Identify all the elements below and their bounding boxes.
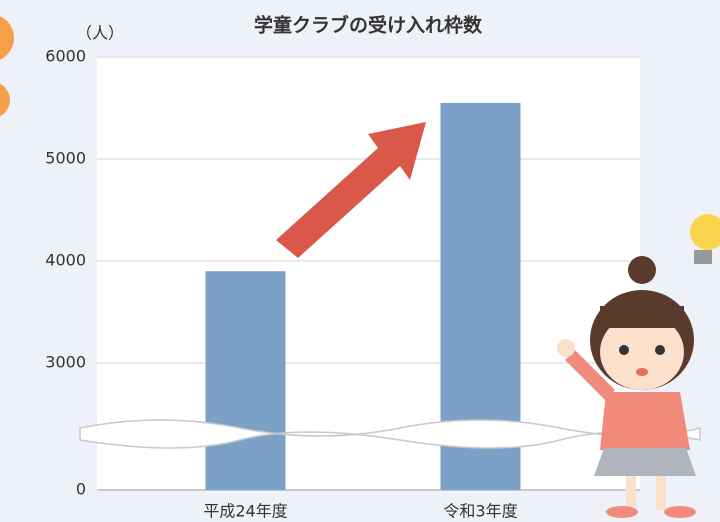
chart-title: 学童クラブの受け入れ枠数 [254, 14, 483, 37]
y-tick-label: 3000 [45, 353, 86, 372]
bar [206, 271, 286, 490]
page: {"chart_data": {"type": "bar", "title": … [0, 0, 720, 522]
y-tick-label: 0 [76, 480, 86, 499]
x-tick-label: 平成24年度 [203, 502, 287, 521]
y-tick-label: 5000 [45, 149, 86, 168]
x-tick-label: 令和3年度 [443, 502, 517, 521]
y-tick-label: 6000 [45, 47, 86, 66]
y-tick-label: 4000 [45, 251, 86, 270]
chart: 学童クラブの受け入れ枠数 （人） 0 3000 4000 5000 6000 平成24年度… [0, 0, 720, 522]
y-unit: （人） [76, 24, 124, 43]
